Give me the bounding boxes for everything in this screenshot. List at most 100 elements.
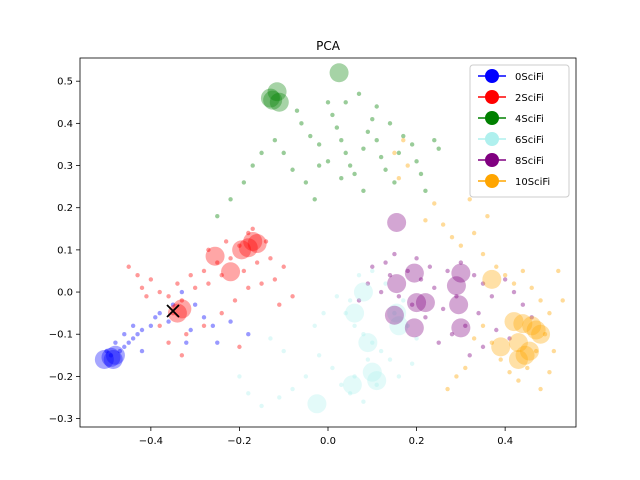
highlight-point bbox=[345, 303, 365, 323]
data-point bbox=[246, 230, 251, 236]
data-point bbox=[396, 294, 402, 299]
data-point bbox=[206, 281, 211, 286]
data-point bbox=[347, 298, 353, 303]
plot-frame bbox=[79, 57, 577, 428]
highlight-point bbox=[362, 362, 382, 382]
data-point bbox=[290, 167, 295, 172]
x-tick-label: 0.2 bbox=[409, 436, 425, 447]
data-point bbox=[440, 222, 446, 227]
data-point bbox=[184, 340, 189, 345]
data-point bbox=[507, 369, 512, 375]
legend-marker bbox=[485, 111, 499, 125]
highlight-point bbox=[522, 316, 542, 336]
highlight-point bbox=[504, 312, 524, 332]
highlight-point bbox=[263, 90, 283, 110]
highlight-point bbox=[387, 303, 407, 323]
y-tick-label: 0.4 bbox=[57, 119, 73, 130]
data-point bbox=[144, 294, 149, 299]
legend-label: 4SciFi bbox=[515, 114, 544, 125]
y-tick-label: −0.1 bbox=[49, 330, 73, 341]
highlight-point bbox=[238, 238, 258, 258]
data-point bbox=[219, 272, 224, 278]
data-point bbox=[356, 91, 362, 97]
data-point bbox=[281, 348, 286, 354]
data-point bbox=[321, 310, 326, 316]
highlight-point bbox=[407, 293, 427, 313]
highlight-point bbox=[101, 347, 121, 367]
data-point bbox=[210, 323, 216, 328]
data-point bbox=[525, 365, 530, 371]
x-tick-label: 0.0 bbox=[320, 436, 336, 447]
data-point bbox=[480, 281, 486, 286]
data-point bbox=[223, 239, 229, 244]
data-point bbox=[148, 277, 154, 282]
data-point bbox=[268, 256, 273, 261]
data-point bbox=[556, 268, 561, 274]
data-point bbox=[383, 281, 388, 286]
data-point bbox=[339, 138, 344, 143]
data-point bbox=[440, 306, 446, 312]
data-point bbox=[529, 285, 534, 291]
data-point bbox=[308, 133, 313, 139]
data-point bbox=[423, 188, 428, 194]
data-point bbox=[263, 239, 269, 244]
data-point bbox=[201, 268, 207, 274]
data-point bbox=[334, 125, 340, 130]
data-point bbox=[184, 332, 189, 337]
data-point bbox=[232, 298, 238, 303]
data-point bbox=[542, 332, 548, 337]
data-point bbox=[414, 336, 419, 341]
data-point bbox=[166, 294, 171, 299]
data-point bbox=[538, 298, 543, 303]
data-point bbox=[370, 268, 375, 274]
y-tick-label: 0.1 bbox=[57, 245, 73, 256]
data-point bbox=[471, 230, 477, 236]
data-point bbox=[117, 348, 123, 354]
data-point bbox=[489, 340, 495, 345]
data-point bbox=[325, 159, 331, 164]
data-point bbox=[374, 382, 379, 388]
data-point bbox=[148, 323, 154, 328]
data-point bbox=[387, 272, 393, 278]
data-point bbox=[192, 302, 198, 307]
data-point bbox=[157, 323, 162, 328]
data-point bbox=[259, 403, 264, 409]
highlight-point bbox=[389, 316, 409, 336]
legend-marker bbox=[485, 90, 499, 104]
data-point bbox=[392, 251, 397, 257]
data-point bbox=[370, 340, 375, 345]
data-point bbox=[352, 323, 357, 328]
data-point bbox=[436, 146, 441, 151]
data-point bbox=[463, 365, 468, 371]
data-point bbox=[396, 374, 402, 379]
data-point bbox=[370, 116, 375, 122]
data-point bbox=[312, 323, 317, 328]
highlight-point bbox=[508, 350, 528, 370]
data-point bbox=[365, 357, 371, 362]
data-point bbox=[511, 281, 517, 286]
data-point bbox=[339, 175, 344, 181]
legend-label: 10SciFi bbox=[515, 177, 550, 188]
data-point bbox=[409, 142, 415, 147]
y-tick-label: 0.3 bbox=[57, 161, 73, 172]
data-point bbox=[423, 315, 428, 320]
data-point bbox=[237, 344, 242, 350]
highlight-point bbox=[103, 350, 123, 370]
y-tick-label: −0.2 bbox=[49, 372, 73, 383]
data-point bbox=[352, 171, 357, 177]
data-point bbox=[215, 213, 220, 219]
legend-label: 8SciFi bbox=[515, 156, 544, 167]
data-point bbox=[471, 336, 477, 341]
data-point bbox=[153, 315, 158, 320]
data-point bbox=[489, 294, 495, 299]
data-point bbox=[122, 344, 127, 350]
highlight-point bbox=[307, 394, 327, 414]
data-point bbox=[511, 289, 517, 295]
data-point bbox=[356, 298, 362, 303]
data-point bbox=[405, 268, 410, 274]
data-point bbox=[250, 163, 255, 168]
legend-label: 6SciFi bbox=[515, 135, 544, 146]
data-point bbox=[520, 268, 526, 274]
data-point bbox=[272, 277, 278, 282]
data-point bbox=[316, 142, 322, 147]
